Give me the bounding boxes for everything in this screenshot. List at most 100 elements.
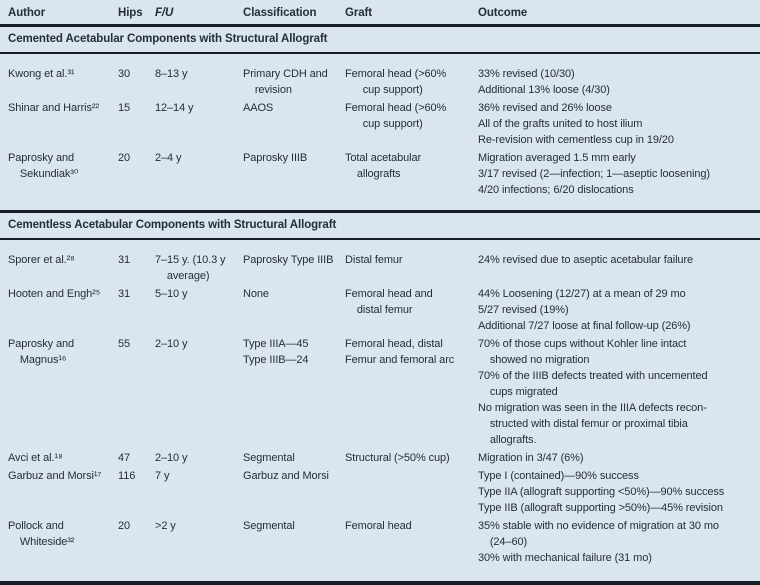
cell-author: Pollock and Whiteside³² bbox=[8, 518, 118, 566]
section-rows: Sporer et al.²⁸ 31 7–15 y. (10.3 y average… bbox=[0, 240, 760, 578]
cell-line: Femoral head and bbox=[345, 288, 433, 300]
cell-line: 12–14 y bbox=[155, 102, 194, 114]
cell-line: Additional 7/27 loose at final follow-up… bbox=[478, 320, 691, 332]
cell-outcome: Migration averaged 1.5 mm early 3/17 revi… bbox=[478, 150, 752, 198]
cell-line: Segmental bbox=[243, 520, 295, 532]
cell-hips: 55 bbox=[118, 336, 155, 448]
cell-line: Re-revision with cementless cup in 19/20 bbox=[478, 134, 674, 146]
cell-classification: AAOS bbox=[243, 100, 345, 148]
cell-outcome: 33% revised (10/30) Additional 13% loose … bbox=[478, 66, 752, 98]
column-header-classification: Classification bbox=[243, 7, 317, 19]
cell-line: Kwong et al.³¹ bbox=[8, 68, 75, 80]
cell-line: All of the grafts united to host ilium bbox=[478, 118, 643, 130]
section-rows: Kwong et al.³¹ 30 8–13 y Primary CDH and re… bbox=[0, 54, 760, 210]
cell-line: 55 bbox=[118, 338, 131, 350]
cell-line: 44% Loosening (12/27) at a mean of 29 mo bbox=[478, 288, 686, 300]
cell-fu: 5–10 y bbox=[155, 286, 243, 334]
cell-line: 24% revised due to aseptic acetabular fa… bbox=[478, 254, 694, 266]
cell-fu: 8–13 y bbox=[155, 66, 243, 98]
cell-line: Hooten and Engh²⁵ bbox=[8, 288, 101, 300]
cell-line: 8–13 y bbox=[155, 68, 188, 80]
cell-hips: 15 bbox=[118, 100, 155, 148]
cell-line: cup support) bbox=[345, 84, 423, 96]
cell-outcome: Migration in 3/47 (6%) bbox=[478, 450, 752, 466]
cell-line: No migration was seen in the IIIA defect… bbox=[478, 402, 707, 414]
cell-line: Femur and femoral arc bbox=[345, 354, 455, 366]
cell-hips: 20 bbox=[118, 150, 155, 198]
cell-line: Distal femur bbox=[345, 254, 403, 266]
cell-line: Type IIIB—24 bbox=[243, 354, 309, 366]
column-header-author: Author bbox=[8, 7, 46, 19]
cell-line: 36% revised and 26% loose bbox=[478, 102, 612, 114]
column-header-outcome: Outcome bbox=[478, 7, 528, 19]
cell-line: Magnus¹⁶ bbox=[8, 354, 67, 366]
cell-line: Migration averaged 1.5 mm early bbox=[478, 152, 636, 164]
section-header: Cementless Acetabular Components with St… bbox=[0, 210, 760, 240]
cell-graft: Distal femur bbox=[345, 252, 478, 284]
cell-line: Total acetabular bbox=[345, 152, 422, 164]
cell-line: 70% of those cups without Kohler line in… bbox=[478, 338, 687, 350]
cell-line: Shinar and Harris²² bbox=[8, 102, 100, 114]
cell-line: Additional 13% loose (4/30) bbox=[478, 84, 610, 96]
cell-line: Femoral head (>60% bbox=[345, 102, 447, 114]
cell-line: 4/20 infections; 6/20 dislocations bbox=[478, 184, 634, 196]
cell-line: average) bbox=[155, 270, 210, 282]
cell-classification: Garbuz and Morsi bbox=[243, 468, 345, 516]
table-bottom-rule bbox=[0, 581, 760, 585]
cell-graft: Total acetabular allografts bbox=[345, 150, 478, 198]
cell-line: 116 bbox=[118, 470, 136, 482]
cell-line: Migration in 3/47 (6%) bbox=[478, 452, 584, 464]
cell-classification: Type IIIA—45 Type IIIB—24 bbox=[243, 336, 345, 448]
cell-line: Type IIB (allograft supporting >50%)—45%… bbox=[478, 502, 723, 514]
cell-outcome: 70% of those cups without Kohler line in… bbox=[478, 336, 752, 448]
cell-line: Femoral head bbox=[345, 520, 412, 532]
cell-outcome: 44% Loosening (12/27) at a mean of 29 mo… bbox=[478, 286, 752, 334]
cell-author: Garbuz and Morsi¹⁷ bbox=[8, 468, 118, 516]
cell-line: Pollock and bbox=[8, 520, 64, 532]
cell-line: allografts bbox=[345, 168, 401, 180]
cell-line: 30% with mechanical failure (31 mo) bbox=[478, 552, 652, 564]
table-row: Paprosky and Magnus¹⁶ 55 2–10 y Type IIIA—4… bbox=[8, 336, 752, 448]
cell-hips: 31 bbox=[118, 252, 155, 284]
cell-line: Femoral head (>60% bbox=[345, 68, 447, 80]
cell-author: Hooten and Engh²⁵ bbox=[8, 286, 118, 334]
cell-fu: 2–4 y bbox=[155, 150, 243, 198]
cell-line: cup support) bbox=[345, 118, 423, 130]
cell-line: 31 bbox=[118, 254, 131, 266]
cell-line: Avci et al.¹⁸ bbox=[8, 452, 63, 464]
cell-line: Paprosky IIIB bbox=[243, 152, 308, 164]
cell-line: >2 y bbox=[155, 520, 176, 532]
cell-classification: Paprosky Type IIIB bbox=[243, 252, 345, 284]
cell-classification: Segmental bbox=[243, 450, 345, 466]
cell-classification: None bbox=[243, 286, 345, 334]
cell-hips: 116 bbox=[118, 468, 155, 516]
cell-line: 7 y bbox=[155, 470, 170, 482]
cell-author: Kwong et al.³¹ bbox=[8, 66, 118, 98]
cell-outcome: 36% revised and 26% loose All of the graf… bbox=[478, 100, 752, 148]
cell-line: 3/17 revised (2—infection; 1—aseptic loo… bbox=[478, 168, 710, 180]
cell-line: AAOS bbox=[243, 102, 274, 114]
table-row: Garbuz and Morsi¹⁷ 116 7 y Garbuz and Morsi… bbox=[8, 468, 752, 516]
column-header-graft: Graft bbox=[345, 7, 372, 19]
cell-line: 31 bbox=[118, 288, 131, 300]
cell-line: 20 bbox=[118, 152, 131, 164]
cell-line: Paprosky and bbox=[8, 152, 75, 164]
cell-line: 20 bbox=[118, 520, 131, 532]
cell-line: showed no migration bbox=[478, 354, 590, 366]
section-header: Cemented Acetabular Components with Stru… bbox=[0, 24, 760, 54]
cell-fu: 12–14 y bbox=[155, 100, 243, 148]
cell-graft: Femoral head (>60% cup support) bbox=[345, 66, 478, 98]
cell-line: Structural (>50% cup) bbox=[345, 452, 450, 464]
cell-line: Sekundiak³⁰ bbox=[8, 168, 79, 180]
cell-line: distal femur bbox=[345, 304, 413, 316]
cell-line: allografts. bbox=[478, 434, 537, 446]
cell-fu: >2 y bbox=[155, 518, 243, 566]
cell-line: Type IIA (allograft supporting <50%)—90%… bbox=[478, 486, 725, 498]
cell-line: 2–4 y bbox=[155, 152, 182, 164]
cell-line: Femoral head, distal bbox=[345, 338, 443, 350]
cell-line: structed with distal femur or proximal t… bbox=[478, 418, 688, 430]
cell-author: Shinar and Harris²² bbox=[8, 100, 118, 148]
cell-graft: Femoral head, distal Femur and femoral ar… bbox=[345, 336, 478, 448]
cell-graft: Femoral head (>60% cup support) bbox=[345, 100, 478, 148]
